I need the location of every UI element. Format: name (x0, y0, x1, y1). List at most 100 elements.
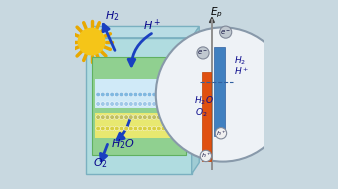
Circle shape (119, 126, 124, 131)
Circle shape (115, 126, 119, 131)
Circle shape (96, 92, 100, 97)
Circle shape (215, 128, 227, 139)
Circle shape (133, 126, 138, 131)
Circle shape (105, 126, 110, 131)
Circle shape (161, 102, 166, 106)
Circle shape (147, 102, 152, 106)
Polygon shape (192, 26, 199, 174)
Circle shape (100, 92, 105, 97)
Circle shape (100, 102, 105, 106)
Circle shape (138, 92, 142, 97)
Text: $h^+$: $h^+$ (216, 129, 226, 138)
Circle shape (96, 102, 100, 106)
Circle shape (100, 115, 105, 119)
Circle shape (133, 115, 138, 119)
Circle shape (152, 126, 156, 131)
Text: $h^+$: $h^+$ (201, 151, 211, 160)
Text: $e^-$: $e^-$ (197, 48, 209, 57)
Circle shape (152, 115, 156, 119)
Text: $H^+$: $H^+$ (143, 18, 161, 33)
Circle shape (115, 102, 119, 106)
Circle shape (128, 126, 133, 131)
Polygon shape (86, 26, 199, 38)
FancyBboxPatch shape (86, 38, 192, 174)
Circle shape (119, 102, 124, 106)
Circle shape (143, 115, 147, 119)
Circle shape (197, 47, 209, 59)
Circle shape (200, 150, 212, 162)
Circle shape (124, 126, 128, 131)
Circle shape (147, 115, 152, 119)
Circle shape (175, 102, 180, 106)
Circle shape (133, 92, 138, 97)
Text: $E_p$: $E_p$ (210, 5, 223, 20)
Circle shape (143, 102, 147, 106)
Circle shape (156, 102, 161, 106)
Circle shape (166, 115, 170, 119)
Circle shape (110, 126, 114, 131)
Circle shape (147, 92, 152, 97)
Circle shape (133, 102, 138, 106)
Circle shape (175, 115, 180, 119)
FancyBboxPatch shape (95, 79, 182, 108)
Text: $O_2$: $O_2$ (194, 106, 207, 119)
Circle shape (124, 102, 128, 106)
Circle shape (128, 92, 133, 97)
Text: $H_2O$: $H_2O$ (194, 95, 213, 108)
FancyBboxPatch shape (211, 19, 213, 170)
Circle shape (115, 115, 119, 119)
Circle shape (96, 126, 100, 131)
Circle shape (110, 115, 114, 119)
Circle shape (161, 115, 166, 119)
Circle shape (152, 102, 156, 106)
Circle shape (156, 126, 161, 131)
FancyBboxPatch shape (214, 47, 225, 136)
Circle shape (156, 27, 290, 162)
Text: $H^+$: $H^+$ (234, 65, 249, 77)
Circle shape (143, 126, 147, 131)
Circle shape (156, 115, 161, 119)
Circle shape (110, 92, 114, 97)
Circle shape (161, 126, 166, 131)
Circle shape (105, 92, 110, 97)
Circle shape (78, 28, 105, 55)
Circle shape (166, 102, 170, 106)
Circle shape (220, 26, 232, 38)
Circle shape (171, 92, 175, 97)
Circle shape (152, 92, 156, 97)
Circle shape (171, 115, 175, 119)
Circle shape (175, 92, 180, 97)
FancyBboxPatch shape (201, 72, 211, 161)
Circle shape (171, 102, 175, 106)
Circle shape (128, 102, 133, 106)
Text: $O_2$: $O_2$ (93, 156, 108, 170)
FancyBboxPatch shape (95, 113, 182, 138)
Circle shape (138, 115, 142, 119)
Circle shape (100, 126, 105, 131)
Circle shape (166, 92, 170, 97)
Circle shape (128, 115, 133, 119)
Circle shape (115, 92, 119, 97)
Circle shape (110, 102, 114, 106)
Circle shape (171, 126, 175, 131)
Text: $H_2O$: $H_2O$ (111, 137, 135, 151)
Circle shape (119, 92, 124, 97)
FancyBboxPatch shape (92, 57, 186, 155)
Circle shape (166, 126, 170, 131)
Circle shape (119, 115, 124, 119)
Circle shape (138, 102, 142, 106)
Circle shape (175, 126, 180, 131)
Circle shape (161, 92, 166, 97)
Circle shape (96, 115, 100, 119)
Text: $e^-$: $e^-$ (220, 28, 231, 37)
Text: $H_2$: $H_2$ (105, 9, 119, 23)
Circle shape (143, 92, 147, 97)
Circle shape (138, 126, 142, 131)
Circle shape (105, 102, 110, 106)
Circle shape (124, 115, 128, 119)
Text: $H_2$: $H_2$ (234, 54, 246, 67)
Circle shape (147, 126, 152, 131)
Circle shape (124, 92, 128, 97)
Circle shape (105, 115, 110, 119)
Circle shape (156, 92, 161, 97)
